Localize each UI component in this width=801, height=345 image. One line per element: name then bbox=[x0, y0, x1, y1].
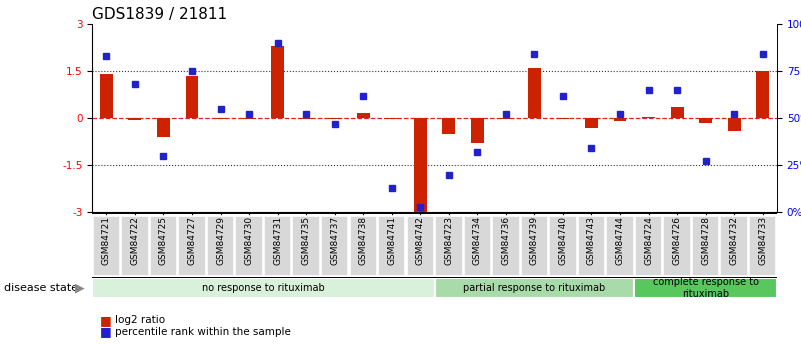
Bar bbox=[385, 118, 398, 119]
Bar bbox=[100, 74, 113, 118]
FancyBboxPatch shape bbox=[179, 216, 206, 276]
Text: ■: ■ bbox=[100, 314, 112, 327]
Text: partial response to rituximab: partial response to rituximab bbox=[463, 283, 606, 293]
Text: GSM84725: GSM84725 bbox=[159, 216, 168, 265]
Text: GSM84724: GSM84724 bbox=[644, 216, 653, 265]
FancyBboxPatch shape bbox=[150, 216, 177, 276]
FancyBboxPatch shape bbox=[378, 216, 405, 276]
FancyBboxPatch shape bbox=[434, 278, 634, 298]
FancyBboxPatch shape bbox=[207, 216, 234, 276]
FancyBboxPatch shape bbox=[349, 216, 377, 276]
Text: GSM84731: GSM84731 bbox=[273, 216, 282, 265]
FancyBboxPatch shape bbox=[321, 216, 348, 276]
Bar bbox=[157, 118, 170, 137]
Text: GSM84729: GSM84729 bbox=[216, 216, 225, 265]
Text: GDS1839 / 21811: GDS1839 / 21811 bbox=[92, 7, 227, 22]
FancyBboxPatch shape bbox=[749, 216, 776, 276]
FancyBboxPatch shape bbox=[663, 216, 690, 276]
Text: complete response to
rituximab: complete response to rituximab bbox=[653, 277, 759, 299]
Bar bbox=[614, 118, 626, 121]
Text: GSM84741: GSM84741 bbox=[387, 216, 396, 265]
Text: GSM84730: GSM84730 bbox=[244, 216, 254, 265]
Bar bbox=[414, 118, 427, 212]
FancyBboxPatch shape bbox=[235, 216, 263, 276]
Bar bbox=[500, 118, 513, 119]
Text: ▶: ▶ bbox=[74, 282, 84, 295]
Bar bbox=[128, 118, 141, 120]
Text: GSM84743: GSM84743 bbox=[587, 216, 596, 265]
Bar bbox=[756, 71, 769, 118]
Text: GSM84742: GSM84742 bbox=[416, 216, 425, 265]
FancyBboxPatch shape bbox=[720, 216, 748, 276]
Text: GSM84738: GSM84738 bbox=[359, 216, 368, 265]
Bar bbox=[328, 118, 341, 119]
Bar bbox=[471, 118, 484, 143]
Text: ■: ■ bbox=[100, 325, 112, 338]
Text: GSM84732: GSM84732 bbox=[730, 216, 739, 265]
Text: GSM84733: GSM84733 bbox=[759, 216, 767, 265]
FancyBboxPatch shape bbox=[692, 216, 719, 276]
FancyBboxPatch shape bbox=[492, 216, 520, 276]
Text: no response to rituximab: no response to rituximab bbox=[202, 283, 324, 293]
Bar bbox=[442, 118, 455, 134]
Bar bbox=[356, 114, 369, 118]
Bar bbox=[243, 118, 256, 119]
FancyBboxPatch shape bbox=[549, 216, 577, 276]
FancyBboxPatch shape bbox=[407, 216, 434, 276]
FancyBboxPatch shape bbox=[92, 278, 434, 298]
FancyBboxPatch shape bbox=[635, 216, 662, 276]
FancyBboxPatch shape bbox=[435, 216, 462, 276]
Bar bbox=[300, 118, 312, 119]
Bar bbox=[585, 118, 598, 128]
FancyBboxPatch shape bbox=[521, 216, 548, 276]
FancyBboxPatch shape bbox=[264, 216, 292, 276]
FancyBboxPatch shape bbox=[292, 216, 320, 276]
FancyBboxPatch shape bbox=[634, 278, 777, 298]
FancyBboxPatch shape bbox=[121, 216, 149, 276]
Bar bbox=[670, 107, 683, 118]
Bar bbox=[642, 117, 655, 118]
FancyBboxPatch shape bbox=[606, 216, 634, 276]
Text: GSM84723: GSM84723 bbox=[445, 216, 453, 265]
Text: GSM84726: GSM84726 bbox=[673, 216, 682, 265]
Bar bbox=[528, 68, 541, 118]
Text: percentile rank within the sample: percentile rank within the sample bbox=[115, 327, 291, 337]
Text: GSM84721: GSM84721 bbox=[102, 216, 111, 265]
Bar bbox=[728, 118, 741, 131]
Bar bbox=[272, 46, 284, 118]
FancyBboxPatch shape bbox=[578, 216, 606, 276]
Text: GSM84728: GSM84728 bbox=[701, 216, 710, 265]
Text: GSM84737: GSM84737 bbox=[330, 216, 339, 265]
Text: GSM84722: GSM84722 bbox=[131, 216, 139, 265]
Text: GSM84727: GSM84727 bbox=[187, 216, 196, 265]
Bar bbox=[186, 76, 199, 118]
Text: log2 ratio: log2 ratio bbox=[115, 315, 165, 325]
Text: GSM84736: GSM84736 bbox=[501, 216, 510, 265]
Text: GSM84739: GSM84739 bbox=[530, 216, 539, 265]
Text: disease state: disease state bbox=[4, 283, 78, 293]
Text: GSM84740: GSM84740 bbox=[558, 216, 567, 265]
Text: GSM84735: GSM84735 bbox=[302, 216, 311, 265]
Text: GSM84734: GSM84734 bbox=[473, 216, 482, 265]
FancyBboxPatch shape bbox=[464, 216, 491, 276]
Bar bbox=[214, 118, 227, 119]
Text: GSM84744: GSM84744 bbox=[615, 216, 625, 265]
FancyBboxPatch shape bbox=[93, 216, 120, 276]
Bar bbox=[557, 118, 570, 119]
Bar bbox=[699, 118, 712, 123]
